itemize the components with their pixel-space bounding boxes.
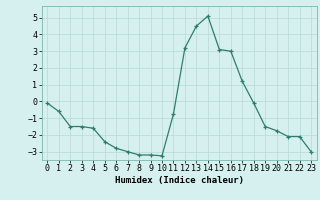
X-axis label: Humidex (Indice chaleur): Humidex (Indice chaleur) — [115, 176, 244, 185]
